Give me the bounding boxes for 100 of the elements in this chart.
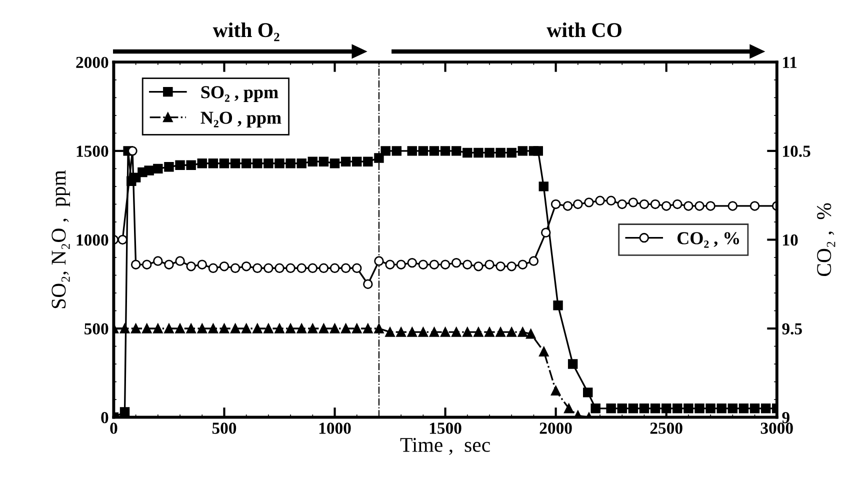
point — [451, 327, 462, 337]
point — [219, 261, 230, 272]
point — [650, 199, 660, 210]
point — [241, 324, 252, 334]
point — [153, 324, 163, 334]
point — [606, 196, 616, 206]
point — [318, 263, 329, 273]
point — [474, 327, 484, 337]
point — [506, 327, 516, 337]
point — [286, 263, 296, 273]
point — [120, 324, 130, 334]
point — [118, 234, 128, 245]
point — [518, 260, 528, 270]
point — [496, 327, 506, 337]
point — [264, 324, 274, 334]
x-axis-title: Time , sec — [400, 438, 490, 455]
point — [286, 324, 296, 334]
point — [528, 256, 539, 266]
y-tick-label: 1500 — [76, 146, 108, 157]
point — [385, 327, 395, 337]
point — [252, 324, 262, 334]
point — [440, 327, 450, 337]
point — [706, 201, 716, 211]
point — [230, 263, 240, 273]
point — [684, 201, 694, 211]
point — [506, 261, 516, 272]
point — [639, 199, 650, 210]
point — [241, 261, 252, 272]
point — [595, 196, 605, 206]
point — [440, 260, 450, 270]
point — [518, 327, 528, 337]
point — [352, 263, 362, 273]
point — [728, 201, 738, 211]
point — [550, 199, 561, 210]
point — [308, 324, 318, 334]
y2-tick-label: 9 — [782, 412, 790, 424]
y-tick-label: 2000 — [76, 56, 108, 68]
point — [330, 324, 340, 334]
point — [296, 263, 306, 273]
text: with O₂ — [212, 22, 280, 42]
legend-label: SO₂ , ppm — [201, 86, 278, 102]
point — [264, 263, 274, 273]
point — [142, 324, 152, 334]
y-tick-label: 0 — [101, 412, 108, 424]
x-tick-label: 2000 — [540, 422, 572, 434]
point — [186, 261, 196, 272]
y2-tick-label: 10.5 — [783, 146, 810, 157]
y-tick-label: 500 — [84, 323, 108, 334]
point — [352, 324, 362, 334]
point — [130, 324, 141, 334]
point — [197, 260, 207, 270]
y2-tick-label: 10 — [783, 234, 798, 246]
point — [363, 279, 373, 289]
point — [274, 324, 284, 334]
point — [661, 201, 672, 211]
point — [474, 261, 484, 272]
point — [164, 324, 174, 334]
point — [296, 324, 306, 334]
point — [252, 263, 262, 273]
point — [374, 324, 384, 334]
point — [308, 263, 318, 273]
point — [274, 263, 284, 273]
x-tick-label: 1500 — [430, 422, 462, 434]
point — [562, 201, 573, 211]
point — [153, 256, 163, 266]
point — [363, 324, 373, 334]
point — [407, 258, 417, 268]
y-tick-label: 1000 — [76, 234, 108, 246]
point — [396, 327, 406, 337]
point — [340, 263, 351, 273]
x-tick-label: 1000 — [319, 422, 351, 434]
x-tick-label: 3000 — [760, 422, 793, 434]
point — [330, 263, 340, 273]
legend-label: CO₂ , % — [678, 232, 740, 248]
point — [175, 324, 185, 334]
point — [318, 324, 329, 334]
point — [484, 260, 494, 270]
point — [130, 260, 141, 270]
point — [208, 324, 218, 334]
point — [396, 260, 406, 270]
point — [429, 260, 440, 270]
point — [219, 324, 230, 334]
point — [526, 328, 536, 339]
point — [340, 324, 351, 334]
point — [186, 324, 196, 334]
point — [628, 198, 638, 208]
point — [175, 256, 185, 266]
point — [541, 228, 551, 238]
point — [429, 327, 440, 337]
x-tick-label: 0 — [110, 422, 118, 434]
point — [496, 261, 506, 272]
point — [694, 201, 704, 211]
point — [128, 146, 138, 156]
point — [418, 260, 428, 270]
point — [564, 404, 574, 414]
y2-axis-title: CO₂ , % — [817, 203, 836, 276]
point — [584, 198, 594, 208]
point — [617, 199, 627, 210]
point — [385, 260, 395, 270]
point — [550, 386, 561, 396]
